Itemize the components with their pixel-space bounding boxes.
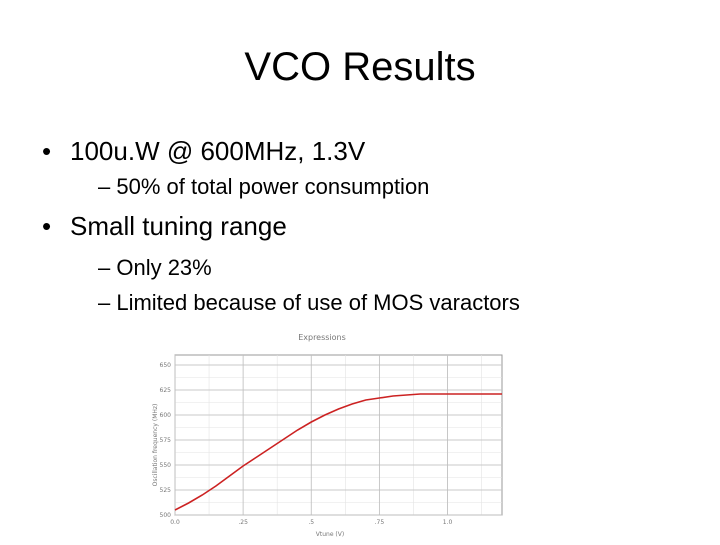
- series-line: [174, 393, 502, 511]
- chart-x-axis-label: Vtune (V): [316, 531, 344, 538]
- y-tick-label: 500: [160, 512, 172, 519]
- plot-area: [174, 354, 503, 516]
- bullet-text: Small tuning range: [70, 211, 287, 241]
- x-tick-label: .75: [375, 519, 385, 526]
- x-tick-label: 1.0: [443, 519, 453, 526]
- bullet-item: • 100u.W @ 600MHz, 1.3V: [42, 136, 365, 167]
- y-tick-label: 650: [160, 362, 172, 369]
- y-tick-label: 575: [160, 437, 172, 444]
- x-tick-label: .25: [238, 519, 248, 526]
- bullet-dot-icon: •: [42, 211, 52, 241]
- x-tick-label: .5: [308, 519, 314, 526]
- sub-bullet-item: – 50% of total power consumption: [98, 174, 430, 199]
- y-tick-label: 625: [160, 387, 172, 394]
- slide-title: VCO Results: [244, 45, 476, 89]
- bullet-text: 100u.W @ 600MHz, 1.3V: [70, 136, 366, 166]
- x-tick-label: 0.0: [170, 519, 180, 526]
- sub-bullet-item: – Limited because of use of MOS varactor…: [98, 290, 520, 315]
- chart-title: Expressions: [298, 333, 346, 342]
- y-tick-label: 525: [160, 487, 172, 494]
- bullet-item: • Small tuning range: [42, 211, 287, 242]
- sub-bullet-item: – Only 23%: [98, 255, 212, 280]
- y-tick-label: 550: [160, 462, 172, 469]
- chart-y-axis-label: Oscillation frequency (MHz): [152, 404, 159, 487]
- vco-frequency-chart: Expressions Oscillation frequency (MHz) …: [140, 325, 505, 540]
- y-tick-label: 600: [160, 412, 172, 419]
- bullet-dot-icon: •: [42, 136, 52, 166]
